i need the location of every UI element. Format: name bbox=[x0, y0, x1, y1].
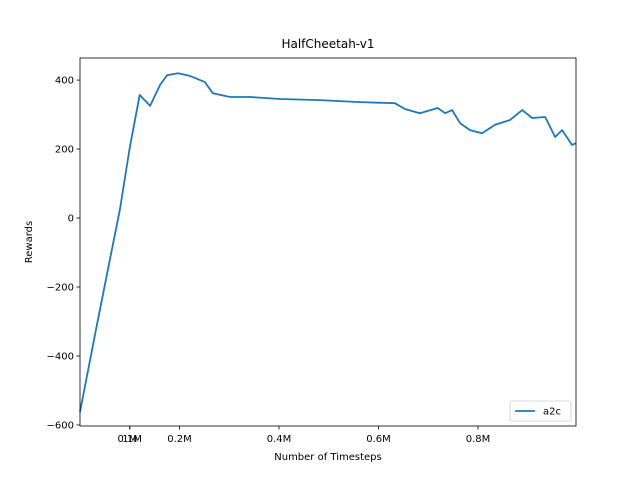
y-tick-label: 200 bbox=[55, 145, 74, 156]
y-tick-label: −400 bbox=[47, 351, 74, 362]
x-tick-label: 1M bbox=[122, 434, 137, 445]
plot-frame bbox=[79, 57, 577, 427]
line-series bbox=[79, 72, 577, 413]
x-tick-label: 0.4M bbox=[267, 434, 292, 445]
x-tick-label: 0.8M bbox=[466, 434, 491, 445]
legend-box bbox=[509, 400, 572, 422]
legend-label: a2c bbox=[543, 407, 561, 418]
x-tick-label: 0.1M bbox=[117, 434, 142, 445]
y-tick-label: 400 bbox=[55, 76, 74, 87]
chart-title: HalfCheetah-v1 bbox=[281, 37, 374, 51]
y-tick-label: 0 bbox=[68, 214, 74, 225]
x-axis-label: Number of Timesteps bbox=[274, 452, 381, 463]
x-tick-label: 0.2M bbox=[167, 434, 192, 445]
y-tick-label: −200 bbox=[47, 283, 74, 294]
y-axis-label: Rewards bbox=[24, 221, 35, 263]
x-tick-label: 0.6M bbox=[366, 434, 391, 445]
y-tick-label: −600 bbox=[47, 420, 74, 431]
